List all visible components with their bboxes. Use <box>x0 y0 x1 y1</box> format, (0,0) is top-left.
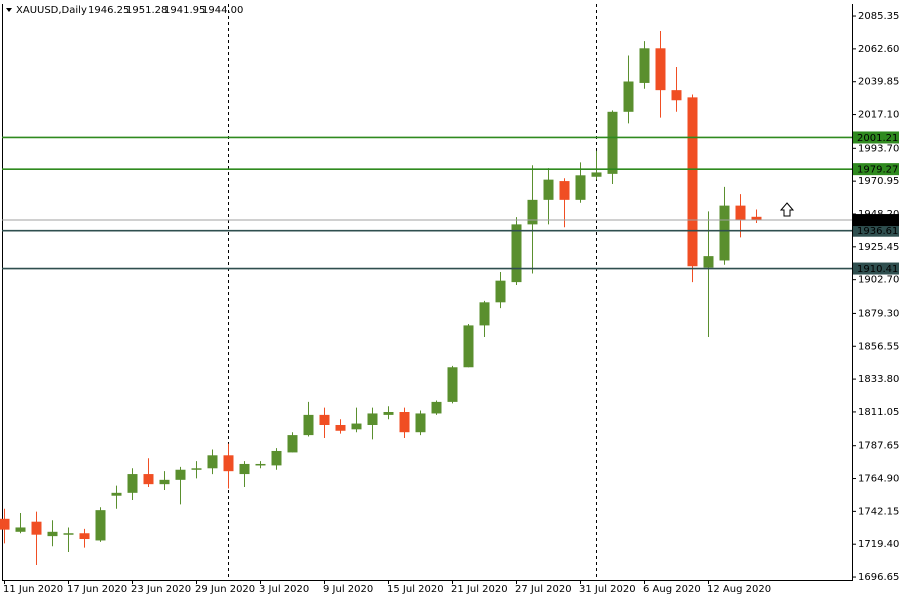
x-tick-label: 12 Aug 2020 <box>707 584 771 595</box>
x-tick-label: 3 Jul 2020 <box>259 584 309 595</box>
y-tick-label: 1879.30 <box>858 308 899 319</box>
header-value: 1946.25 <box>88 5 129 16</box>
y-tick-label: 1811.05 <box>858 407 899 418</box>
level-label: 1910.41 <box>857 264 898 275</box>
header-value: 1944.00 <box>202 5 243 16</box>
y-tick-label: 2062.60 <box>858 44 899 55</box>
candle-body <box>495 280 506 303</box>
x-tick-label: 23 Jun 2020 <box>131 584 191 595</box>
arrow-icon <box>779 202 795 217</box>
candle-body <box>463 325 474 368</box>
candle-body <box>511 224 522 283</box>
y-tick-label: 1719.40 <box>858 539 899 550</box>
candle-body <box>383 412 394 415</box>
candle-body <box>63 533 74 535</box>
candle-body <box>719 205 730 261</box>
candle-body <box>223 455 234 472</box>
x-tick-label: 15 Jul 2020 <box>387 584 444 595</box>
y-tick-label: 1902.70 <box>858 275 899 286</box>
candle-body <box>95 510 106 541</box>
candle-body <box>415 413 426 433</box>
header-value: 1951.28 <box>126 5 167 16</box>
chart-title: XAUUSD,Daily <box>16 5 87 16</box>
candle-body <box>335 424 346 431</box>
level-label-box <box>853 262 899 275</box>
x-tick-label: 31 Jul 2020 <box>579 584 636 595</box>
x-tick-label: 6 Aug 2020 <box>643 584 701 595</box>
candle-body <box>175 469 186 480</box>
x-tick-label: 29 Jun 2020 <box>195 584 255 595</box>
candle-body <box>543 179 554 200</box>
x-tick-label: 9 Jul 2020 <box>323 584 373 595</box>
candle-body <box>671 90 682 101</box>
candle-body <box>527 199 538 225</box>
candle-body <box>559 181 570 200</box>
candle-body <box>319 414 330 425</box>
candle-body <box>239 463 250 475</box>
plot-area <box>0 30 762 565</box>
candle-body <box>479 302 490 326</box>
candle-body <box>591 172 602 177</box>
candle-body <box>655 48 666 91</box>
candle-body <box>703 256 714 268</box>
level-label-box <box>853 163 899 176</box>
y-tick-label: 1764.90 <box>858 474 899 485</box>
price-label-box <box>853 214 899 227</box>
candle-body <box>15 527 26 532</box>
candle-body <box>431 401 442 414</box>
candle-body <box>207 455 218 469</box>
y-tick-label: 1696.65 <box>858 572 899 583</box>
menu-triangle <box>6 8 12 12</box>
y-tick-label: 2039.85 <box>858 77 899 88</box>
level-label: 1936.61 <box>857 226 898 237</box>
x-tick-label: 17 Jun 2020 <box>67 584 127 595</box>
y-tick-label: 1833.80 <box>858 374 899 385</box>
level-label-box <box>853 224 899 237</box>
x-tick-label: 27 Jul 2020 <box>515 584 572 595</box>
y-tick-label: 1925.45 <box>858 242 899 253</box>
x-tick-label: 21 Jul 2020 <box>451 584 508 595</box>
candle-body <box>303 414 314 436</box>
candle-body <box>575 175 586 200</box>
candle-body <box>639 48 650 83</box>
candle-body <box>607 111 618 174</box>
level-label: 1979.27 <box>857 165 898 176</box>
price-label: 1944.00 <box>857 216 898 227</box>
y-tick-label: 1787.65 <box>858 441 899 452</box>
y-tick-label: 2017.10 <box>858 110 899 121</box>
candle-body <box>159 479 170 485</box>
candle-body <box>735 205 746 221</box>
level-label: 2001.21 <box>857 133 898 144</box>
y-tick-label: 1856.55 <box>858 341 899 352</box>
candle-body <box>447 367 458 402</box>
y-tick-label: 2085.35 <box>858 11 899 22</box>
candle-body <box>255 463 266 466</box>
candle-body <box>287 435 298 453</box>
candle-body <box>127 474 138 493</box>
candle-body <box>271 450 282 466</box>
candle-body <box>111 492 122 496</box>
candle-body <box>751 216 762 221</box>
y-tick-label: 1993.70 <box>858 143 899 154</box>
candle-body <box>687 97 698 267</box>
candle-body <box>399 412 410 433</box>
header-value: 1941.95 <box>164 5 205 16</box>
candle-body <box>191 468 202 470</box>
y-tick-label: 1970.95 <box>858 176 899 187</box>
candle-body <box>367 413 378 425</box>
y-tick-label: 1742.15 <box>858 506 899 517</box>
candle-body <box>0 518 10 530</box>
level-label-box <box>853 131 899 144</box>
candle-body <box>351 423 362 430</box>
candle-body <box>47 531 58 537</box>
candle-body <box>79 533 90 540</box>
x-tick-label: 11 Jun 2020 <box>3 584 63 595</box>
candle-body <box>623 81 634 112</box>
candle-body <box>143 474 154 485</box>
candle-body <box>31 521 42 535</box>
